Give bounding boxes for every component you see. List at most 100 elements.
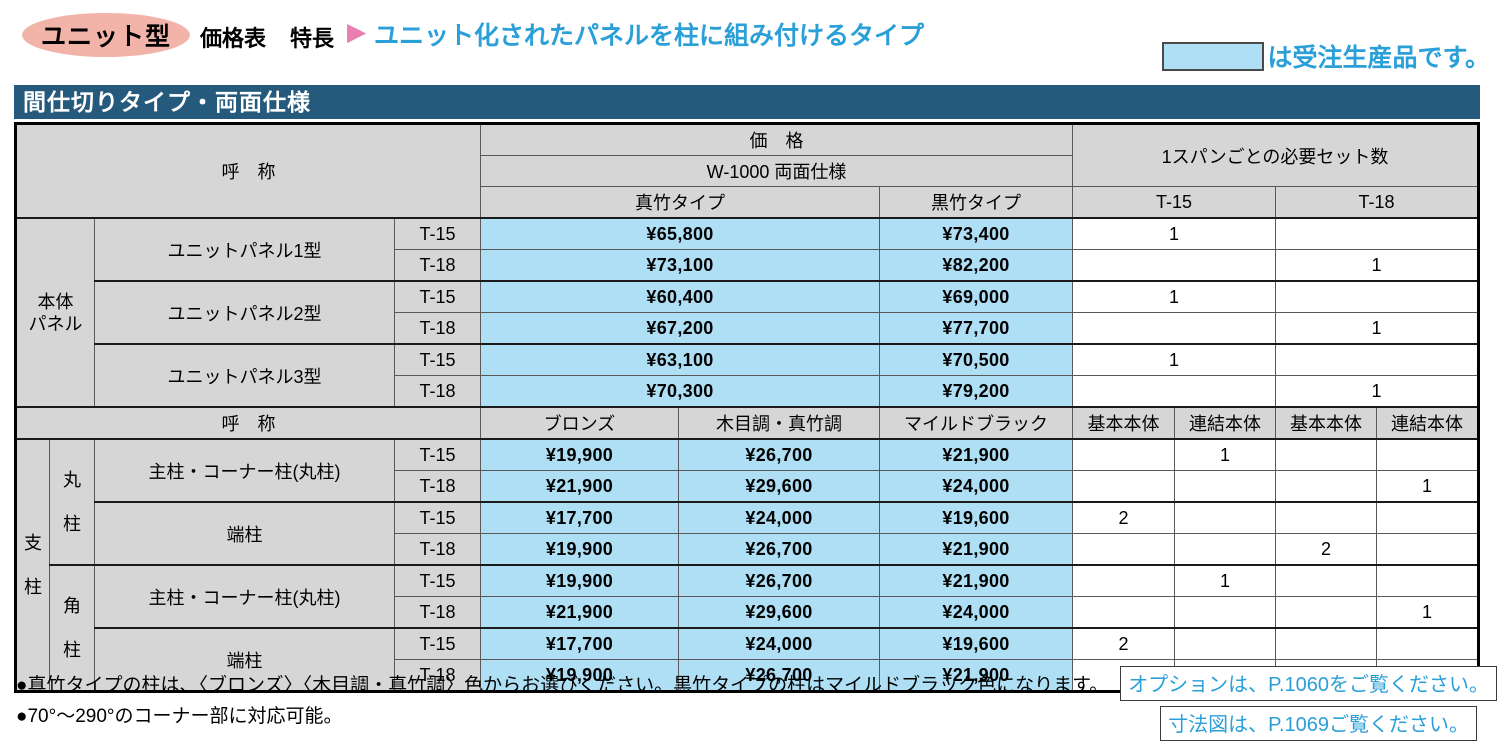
price-mokume: ¥24,000 [678, 501, 880, 534]
product-name: ユニットパネル1型 [94, 217, 395, 282]
set-count-link-t15 [1174, 501, 1277, 534]
price-bronze: ¥21,900 [480, 596, 679, 629]
group-label-line: パネル [28, 313, 83, 334]
set-count-basic-t18 [1275, 596, 1378, 629]
price-mokume: ¥26,700 [678, 659, 880, 692]
nav-features-label: 特長 [290, 26, 335, 51]
section-title: 間仕切りタイプ・両面仕様 [23, 89, 311, 115]
price-kurochiku: ¥69,000 [878, 280, 1074, 313]
price-madake: ¥67,200 [480, 312, 880, 345]
price-mokume: ¥26,700 [678, 533, 880, 566]
set-count-basic-t15: 2 [1072, 501, 1176, 534]
set-count-basic-t15 [1072, 470, 1176, 503]
set-count-basic-t15 [1072, 596, 1176, 629]
nav-price-list-label: 価格表 [200, 26, 267, 51]
legend-text: は受注生産品です。 [1267, 44, 1490, 72]
product-name: 端柱 [94, 627, 395, 692]
set-count-link-t15 [1174, 596, 1277, 629]
set-count-basic-t18 [1275, 501, 1378, 534]
header-price: 価 格 [479, 123, 1074, 156]
set-count-link-t18 [1376, 627, 1480, 660]
price-bronze: ¥19,900 [480, 533, 679, 566]
price-mild-black: ¥21,900 [878, 533, 1074, 566]
product-name: ユニットパネル2型 [94, 280, 395, 345]
subgroup-label-line: 丸 [63, 470, 81, 490]
price-bronze: ¥21,900 [480, 470, 679, 503]
set-count-basic-t18 [1275, 438, 1378, 471]
price-bronze: ¥19,900 [480, 438, 679, 471]
mid-header-basic-t15: 基本本体 [1072, 406, 1176, 440]
dimension-diagram-link[interactable]: 寸法図は、P.1069ご覧ください。 [1160, 706, 1477, 741]
set-count-basic-t18 [1275, 564, 1378, 597]
product-name: 主柱・コーナー柱(丸柱) [94, 438, 395, 503]
set-count-basic-t18 [1275, 470, 1378, 503]
subgroup-label-line: 角 [63, 596, 81, 616]
set-count-t15: 1 [1072, 217, 1277, 250]
size-label: T-18 [394, 596, 481, 629]
set-count-basic-t15 [1072, 564, 1176, 597]
group-label-pillar: 支 柱 [15, 438, 50, 692]
set-count-t18 [1275, 280, 1480, 313]
size-label: T-18 [394, 249, 481, 282]
price-mild-black: ¥24,000 [878, 596, 1074, 629]
set-count-link-t18 [1376, 533, 1480, 566]
mid-header-mokume: 木目調・真竹調 [678, 406, 880, 440]
arrow-right-icon: ▶ [347, 18, 367, 46]
price-kurochiku: ¥77,700 [878, 312, 1074, 345]
price-madake: ¥73,100 [480, 249, 880, 282]
size-label: T-18 [394, 659, 481, 692]
made-to-order-legend: は受注生産品です。 [1162, 38, 1490, 74]
header-type-kurochiku: 黒竹タイプ [878, 186, 1074, 219]
footnotes: ●真竹タイプの柱は、〈ブロンズ〉〈木目調・真竹調〉色からお選びください。黒竹タイ… [16, 670, 1108, 732]
price-madake: ¥70,300 [480, 375, 880, 408]
mid-header-mild-black: マイルドブラック [878, 406, 1074, 440]
set-count-link-t15: 1 [1174, 438, 1277, 471]
price-kurochiku: ¥70,500 [878, 343, 1074, 376]
set-count-t15 [1072, 249, 1277, 282]
set-count-t15 [1072, 375, 1277, 408]
price-kurochiku: ¥79,200 [878, 375, 1074, 408]
set-count-link-t18: 1 [1376, 596, 1480, 629]
set-count-basic-t18: 2 [1275, 533, 1378, 566]
price-madake: ¥65,800 [480, 217, 880, 250]
set-count-t18 [1275, 343, 1480, 376]
set-count-basic-t15 [1072, 438, 1176, 471]
price-mokume: ¥24,000 [678, 627, 880, 660]
set-count-link-t18 [1376, 438, 1480, 471]
set-count-t15: 1 [1072, 343, 1277, 376]
made-to-order-swatch [1162, 41, 1265, 71]
set-count-t18: 1 [1275, 312, 1480, 345]
price-bronze: ¥17,700 [480, 501, 679, 534]
size-label: T-15 [394, 343, 481, 376]
set-count-t18: 1 [1275, 375, 1480, 408]
header-name: 呼 称 [15, 123, 481, 219]
price-mild-black: ¥24,000 [878, 470, 1074, 503]
price-bronze: ¥17,700 [480, 627, 679, 660]
set-count-basic-t15: 2 [1072, 627, 1176, 660]
price-bronze: ¥19,900 [480, 659, 679, 692]
price-mild-black: ¥21,900 [878, 564, 1074, 597]
price-madake: ¥63,100 [480, 343, 880, 376]
footnote-corner: ●70°〜290°のコーナー部に対応可能。 [16, 706, 343, 727]
header-t15: T-15 [1072, 186, 1277, 219]
mid-header-link-t18: 連結本体 [1376, 406, 1480, 440]
price-table: 呼 称 価 格 1スパンごとの必要セット数 W-1000 両面仕様 真竹タイプ … [14, 122, 1481, 693]
size-label: T-18 [394, 470, 481, 503]
product-name: 端柱 [94, 501, 395, 566]
price-madake: ¥60,400 [480, 280, 880, 313]
size-label: T-15 [394, 438, 481, 471]
price-kurochiku: ¥73,400 [878, 217, 1074, 250]
options-page-link[interactable]: オプションは、P.1060をご覧ください。 [1120, 666, 1497, 701]
section-title-bar: 間仕切りタイプ・両面仕様 [14, 85, 1480, 119]
size-label: T-15 [394, 564, 481, 597]
set-count-t18 [1275, 217, 1480, 250]
size-label: T-15 [394, 627, 481, 660]
footnote-color: ●真竹タイプの柱は、〈ブロンズ〉〈木目調・真竹調〉色からお選びください。黒竹タイ… [16, 675, 1109, 696]
subgroup-label-round: 丸 柱 [49, 438, 95, 566]
header-type-madake: 真竹タイプ [480, 186, 880, 219]
product-name: 主柱・コーナー柱(丸柱) [94, 564, 395, 629]
product-name: ユニットパネル3型 [94, 343, 395, 408]
set-count-link-t18 [1376, 501, 1480, 534]
set-count-link-t15 [1174, 470, 1277, 503]
